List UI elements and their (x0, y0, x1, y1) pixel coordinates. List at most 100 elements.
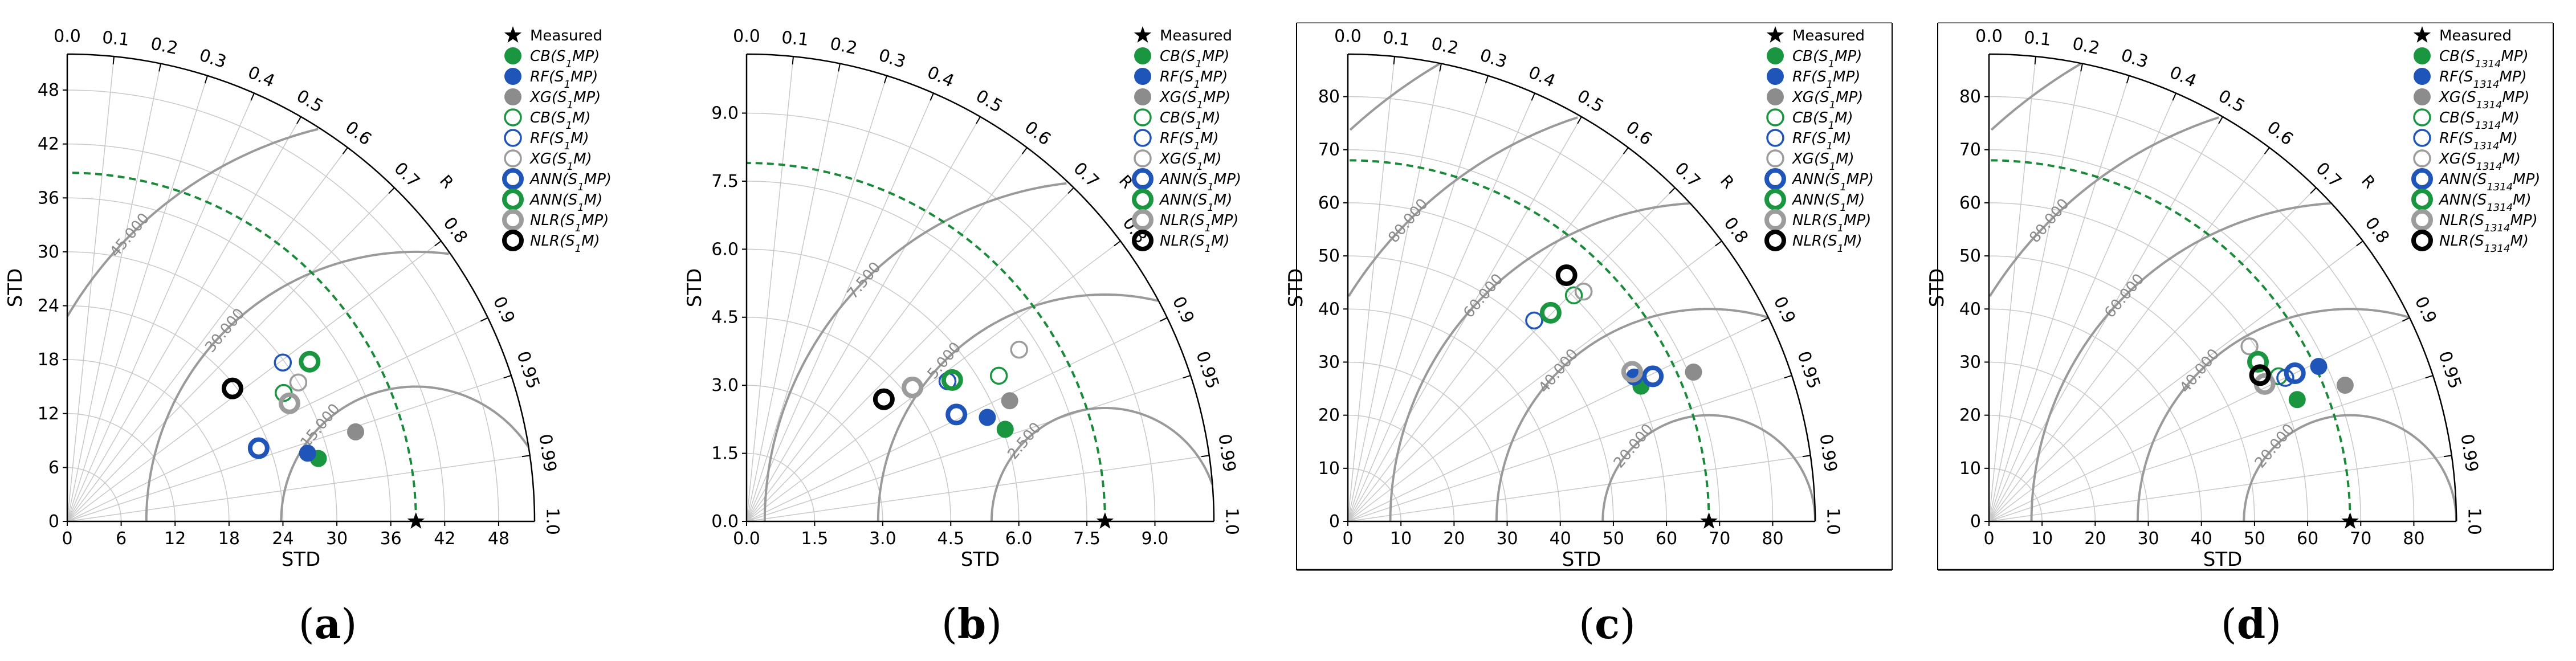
data-point-cb-s1mp (996, 421, 1014, 438)
rmsd-contour (1389, 202, 1690, 522)
corr-tick (930, 93, 934, 101)
legend-entry: XG(S1314MP) (2414, 88, 2530, 111)
y-tick-label: 0 (1970, 512, 1981, 532)
legend-marker (504, 68, 521, 85)
legend-entry: Measured (1134, 26, 1232, 44)
rmsd-contour (990, 407, 1213, 521)
corr-tick (883, 75, 887, 84)
y-tick-label: 50 (1318, 246, 1340, 266)
legend-entry: Measured (1766, 26, 1865, 44)
y-tick-label: 80 (1318, 87, 1340, 107)
x-tick-label: 30 (1496, 529, 1518, 549)
corr-tick (976, 116, 981, 124)
legend-label: CB(S1MP) (1792, 48, 1862, 70)
data-point-ann-s1314mp (2284, 362, 2306, 385)
legend-label: NLR(S1M) (530, 232, 600, 255)
rmsd-contour-label: 60.000 (1460, 271, 1506, 321)
y-tick-label: 12 (38, 404, 59, 424)
data-point-rf-s1314mp (2310, 358, 2328, 376)
corr-tick (2080, 63, 2083, 72)
corr-tick (1715, 240, 1722, 247)
legend-label: ANN(S1M) (529, 191, 602, 214)
legend-entry: NLR(S1M) (1132, 230, 1230, 255)
corr-grid-line (746, 317, 1168, 522)
corr-tick-label: 0.1 (101, 27, 131, 50)
y-tick-label: 1.5 (711, 444, 739, 464)
legend-label: ANN(S1314M) (2438, 191, 2532, 214)
data-point-ann-s1m (299, 350, 321, 373)
y-tick-label: 0 (1329, 512, 1340, 532)
data-point-ann-s1mp (247, 437, 270, 459)
corr-tick-label: 0.0 (54, 27, 81, 47)
legend-marker (1764, 189, 1786, 210)
legend-label: RF(S1314M) (2439, 130, 2518, 152)
legend-label: CB(S1M) (530, 109, 591, 132)
corr-tick-label: 0.95 (1192, 349, 1222, 391)
corr-grid-line (1347, 93, 1535, 522)
data-point-ann-s1314m (2247, 350, 2269, 373)
y-tick-label: 6 (48, 458, 59, 478)
std-grid-arc (1347, 202, 1667, 522)
corr-grid-line (746, 63, 841, 522)
x-tick-label: 6.0 (1005, 529, 1033, 549)
corr-tick (296, 116, 301, 124)
x-tick-label: 80 (2403, 529, 2424, 549)
corr-tick (2218, 116, 2223, 124)
legend-marker (2411, 189, 2433, 210)
outer-corr-arc (1347, 53, 1816, 522)
outer-corr-arc (1988, 53, 2457, 522)
corr-tick-label: 0.4 (2167, 62, 2200, 91)
legend-label: ANN(S1M) (1791, 191, 1865, 214)
x-axis-title: STD (961, 548, 1000, 571)
std-grid-arc (67, 467, 122, 522)
corr-tick (1393, 56, 1395, 65)
corr-tick-label: 1.0 (543, 508, 563, 535)
data-point-nlr-s1mp (902, 376, 924, 398)
std-grid-arc (1347, 361, 1508, 522)
corr-grid-line (1347, 56, 1395, 522)
std-grid-arc (1988, 202, 2308, 522)
corr-tick-label: 0.0 (1334, 27, 1362, 47)
corr-grid-line (1988, 63, 2083, 522)
corr-grid-line (1988, 93, 2176, 522)
corr-tick-label: 0.1 (1382, 27, 1411, 50)
legend-marker (504, 129, 522, 147)
x-tick-label: 60 (2297, 529, 2318, 549)
legend-marker (1132, 209, 1154, 231)
corr-tick-label: 0.5 (1574, 86, 1607, 117)
x-tick-label: 10 (2031, 529, 2053, 549)
x-tick-label: 20 (1443, 529, 1465, 549)
rmsd-contour-label: 40.000 (1535, 346, 1582, 397)
corr-tick-label: 0.2 (2070, 34, 2101, 59)
corr-grid-line (67, 147, 348, 522)
data-point-ann-s1mp (1642, 365, 1664, 387)
std-grid-arc (1988, 308, 2202, 522)
corr-tick (1183, 375, 1191, 379)
std-grid-arc (746, 181, 1087, 522)
legend-label: NLR(S1314M) (2439, 232, 2529, 255)
x-axis-title: STD (1562, 548, 1601, 571)
std-grid-arc (746, 112, 1156, 522)
legend-marker (2411, 230, 2433, 251)
corr-axis-title: R (436, 172, 458, 193)
corr-tick (2356, 240, 2363, 247)
rmsd-contour-label: 20.000 (2252, 421, 2298, 471)
legend-entry: NLR(S1MP) (1132, 209, 1238, 234)
corr-tick-label: 0.2 (828, 34, 859, 59)
corr-tick (1531, 93, 1535, 101)
legend-entry: CB(S1MP) (1134, 47, 1229, 70)
corr-grid-line (1347, 375, 1792, 522)
rmsd-contour (1990, 63, 2081, 131)
legend-marker (2413, 129, 2431, 147)
data-point-xg-s1mp (1001, 392, 1018, 410)
corr-tick (1623, 147, 1629, 154)
corr-tick-label: 0.5 (2215, 86, 2248, 117)
corr-tick-label: 0.95 (1793, 349, 1824, 391)
data-point-nlr-s1mp (1621, 361, 1643, 383)
y-tick-label: 4.5 (711, 308, 739, 328)
legend-marker (1764, 230, 1786, 251)
legend-entry: CB(S1MP) (1767, 47, 1862, 70)
legend-entry: ANN(S1MP) (1764, 168, 1874, 193)
corr-tick-label: 1.0 (1222, 508, 1242, 535)
std-grid-arc (1988, 414, 2096, 522)
